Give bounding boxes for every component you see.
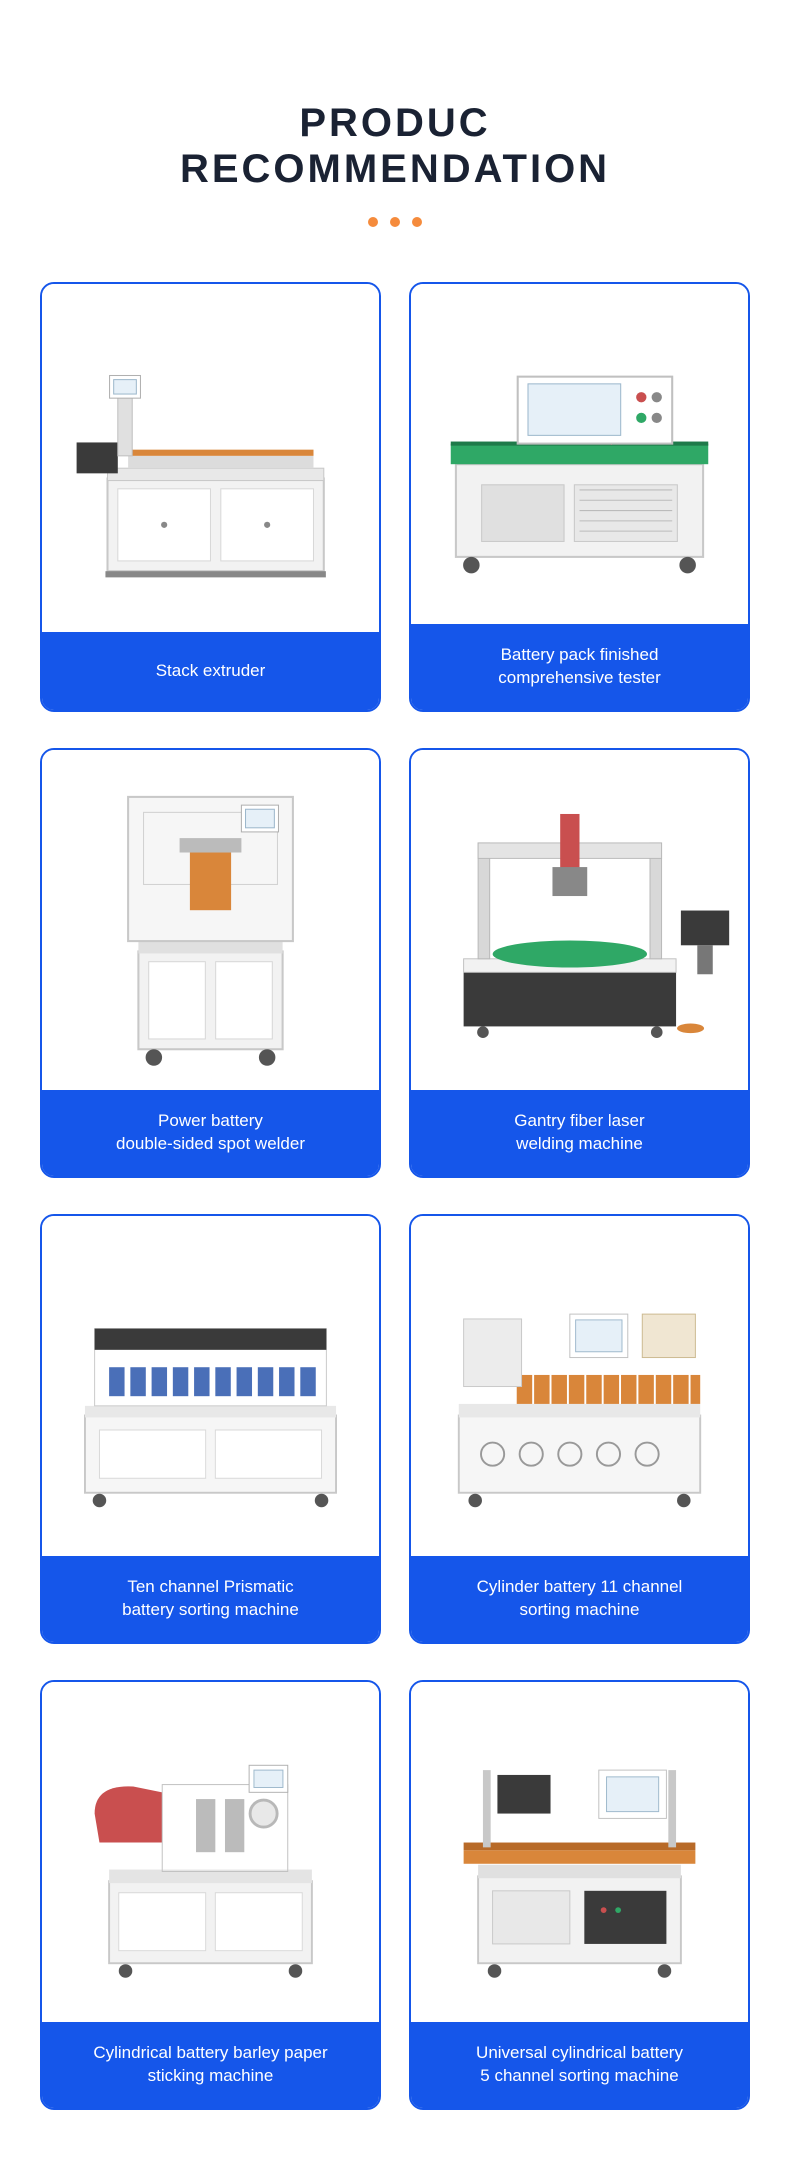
product-image [411, 284, 748, 624]
product-grid: Stack extruder Bat [40, 282, 750, 2110]
product-card-power-battery-welder[interactable]: Power battery double-sided spot welder [40, 748, 381, 1178]
machine-icon [56, 766, 365, 1075]
product-card-gantry-laser-welder[interactable]: Gantry fiber laser welding machine [409, 748, 750, 1178]
dot-icon [368, 217, 378, 227]
product-caption: Cylindrical battery barley paper stickin… [42, 2022, 379, 2108]
product-caption: Cylinder battery 11 channel sorting mach… [411, 1556, 748, 1642]
product-caption: Stack extruder [42, 632, 379, 710]
product-card-cylinder-11-sorter[interactable]: Cylinder battery 11 channel sorting mach… [409, 1214, 750, 1644]
product-caption: Universal cylindrical battery 5 channel … [411, 2022, 748, 2108]
product-caption: Battery pack finished comprehensive test… [411, 624, 748, 710]
product-card-battery-pack-tester[interactable]: Battery pack finished comprehensive test… [409, 282, 750, 712]
dot-icon [390, 217, 400, 227]
product-card-barley-paper-sticker[interactable]: Cylindrical battery barley paper stickin… [40, 1680, 381, 2110]
product-card-stack-extruder[interactable]: Stack extruder [40, 282, 381, 712]
machine-icon [56, 1717, 365, 1987]
machine-icon [425, 785, 734, 1055]
machine-icon [425, 320, 734, 588]
product-image [411, 1216, 748, 1556]
decorative-dots [40, 214, 750, 232]
product-caption: Ten channel Prismatic battery sorting ma… [42, 1556, 379, 1642]
machine-icon [425, 1717, 734, 1987]
machine-icon [425, 1261, 734, 1512]
product-image [42, 1682, 379, 2022]
product-image [411, 750, 748, 1090]
machine-icon [56, 1261, 365, 1512]
product-caption: Power battery double-sided spot welder [42, 1090, 379, 1176]
page-title: PRODUC RECOMMENDATION [40, 100, 750, 192]
product-card-ten-channel-sorter[interactable]: Ten channel Prismatic battery sorting ma… [40, 1214, 381, 1644]
product-card-universal-5-sorter[interactable]: Universal cylindrical battery 5 channel … [409, 1680, 750, 2110]
dot-icon [412, 217, 422, 227]
product-image [42, 1216, 379, 1556]
heading-line-2: RECOMMENDATION [180, 147, 610, 191]
product-caption: Gantry fiber laser welding machine [411, 1090, 748, 1176]
product-image [411, 1682, 748, 2022]
product-image [42, 284, 379, 632]
product-image [42, 750, 379, 1090]
machine-icon [56, 324, 365, 592]
heading-line-1: PRODUC [299, 101, 490, 145]
